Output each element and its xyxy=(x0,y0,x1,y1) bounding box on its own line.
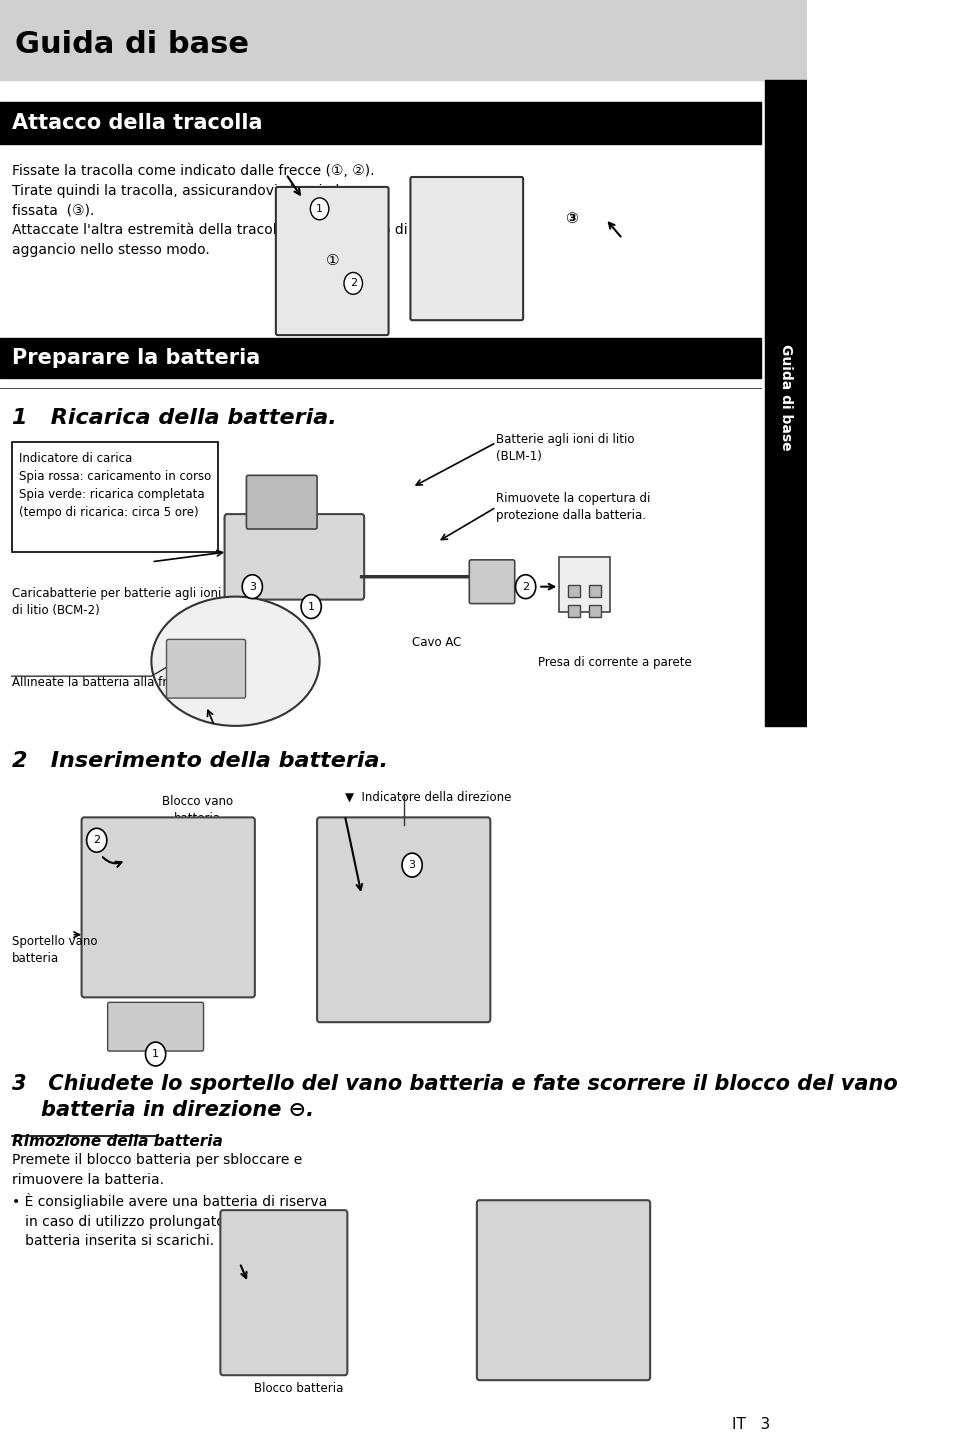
Text: ▼  Indicatore della direzione: ▼ Indicatore della direzione xyxy=(345,790,512,803)
Text: Cavo AC: Cavo AC xyxy=(412,637,462,650)
Circle shape xyxy=(516,575,536,598)
FancyBboxPatch shape xyxy=(221,1210,348,1375)
Bar xyxy=(588,605,601,617)
Text: Blocco vano
batteria: Blocco vano batteria xyxy=(162,796,233,826)
FancyBboxPatch shape xyxy=(317,817,491,1022)
Text: Blocco batteria: Blocco batteria xyxy=(253,1382,344,1395)
Text: Indicatore di carica
Spia rossa: caricamento in corso
Spia verde: ricarica compl: Indicatore di carica Spia rossa: caricam… xyxy=(18,453,211,519)
FancyBboxPatch shape xyxy=(108,1002,204,1051)
Text: Allineate la batteria alla freccia: Allineate la batteria alla freccia xyxy=(12,677,198,690)
Bar xyxy=(0,102,761,145)
Text: Attacco della tracolla: Attacco della tracolla xyxy=(12,113,262,133)
Circle shape xyxy=(310,198,329,219)
Circle shape xyxy=(242,575,262,598)
FancyBboxPatch shape xyxy=(477,1200,650,1380)
FancyBboxPatch shape xyxy=(469,559,515,604)
FancyBboxPatch shape xyxy=(82,817,254,998)
Text: Fissate la tracolla come indicato dalle frecce (①, ②).
Tirate quindi la tracolla: Fissate la tracolla come indicato dalle … xyxy=(12,163,407,257)
Circle shape xyxy=(344,272,363,294)
Text: 1: 1 xyxy=(316,204,324,214)
Text: 3   Chiudete lo sportello del vano batteria e fate scorrere il blocco del vano
 : 3 Chiudete lo sportello del vano batteri… xyxy=(12,1074,898,1120)
Text: Rimozione della batteria: Rimozione della batteria xyxy=(12,1134,223,1149)
FancyBboxPatch shape xyxy=(276,186,389,336)
Text: Premete il blocco batteria per sbloccare e
rimuovere la batteria.
• È consigliab: Premete il blocco batteria per sbloccare… xyxy=(12,1153,327,1249)
Text: Batterie agli ioni di litio
(BLM-1): Batterie agli ioni di litio (BLM-1) xyxy=(496,433,635,463)
Text: 1: 1 xyxy=(152,1050,159,1060)
FancyBboxPatch shape xyxy=(247,475,317,529)
Text: 3: 3 xyxy=(409,860,416,870)
Text: Presa di corrente a parete: Presa di corrente a parete xyxy=(539,657,692,670)
Ellipse shape xyxy=(152,597,320,726)
Text: Guida di base: Guida di base xyxy=(780,344,793,452)
Circle shape xyxy=(86,829,107,852)
Text: Sportello vano
batteria: Sportello vano batteria xyxy=(12,935,97,965)
Circle shape xyxy=(146,1043,166,1065)
Bar xyxy=(567,605,580,617)
Text: 2: 2 xyxy=(93,835,100,845)
Bar xyxy=(0,0,807,79)
FancyBboxPatch shape xyxy=(166,640,246,698)
Text: Preparare la batteria: Preparare la batteria xyxy=(12,348,260,369)
Text: 1: 1 xyxy=(308,602,315,611)
Text: 2: 2 xyxy=(522,582,529,592)
Bar xyxy=(765,79,807,726)
Circle shape xyxy=(402,853,422,878)
FancyBboxPatch shape xyxy=(411,176,523,320)
Bar xyxy=(0,338,761,379)
Text: 2   Inserimento della batteria.: 2 Inserimento della batteria. xyxy=(12,751,388,770)
Text: 2: 2 xyxy=(349,278,357,288)
FancyBboxPatch shape xyxy=(12,443,218,552)
Bar xyxy=(588,585,601,597)
Text: 3: 3 xyxy=(249,582,255,592)
Bar xyxy=(567,585,580,597)
Text: 1   Ricarica della batteria.: 1 Ricarica della batteria. xyxy=(12,407,337,427)
FancyBboxPatch shape xyxy=(225,515,364,599)
Circle shape xyxy=(301,595,322,618)
Bar xyxy=(560,556,610,611)
Text: Rimuovete la copertura di
protezione dalla batteria.: Rimuovete la copertura di protezione dal… xyxy=(496,492,651,522)
Text: Caricabatterie per batterie agli ioni
di litio (BCM-2): Caricabatterie per batterie agli ioni di… xyxy=(12,587,221,617)
Text: ③: ③ xyxy=(565,211,578,227)
Text: ①: ① xyxy=(325,252,339,268)
Text: Guida di base: Guida di base xyxy=(15,30,250,59)
Text: IT   3: IT 3 xyxy=(732,1417,770,1433)
